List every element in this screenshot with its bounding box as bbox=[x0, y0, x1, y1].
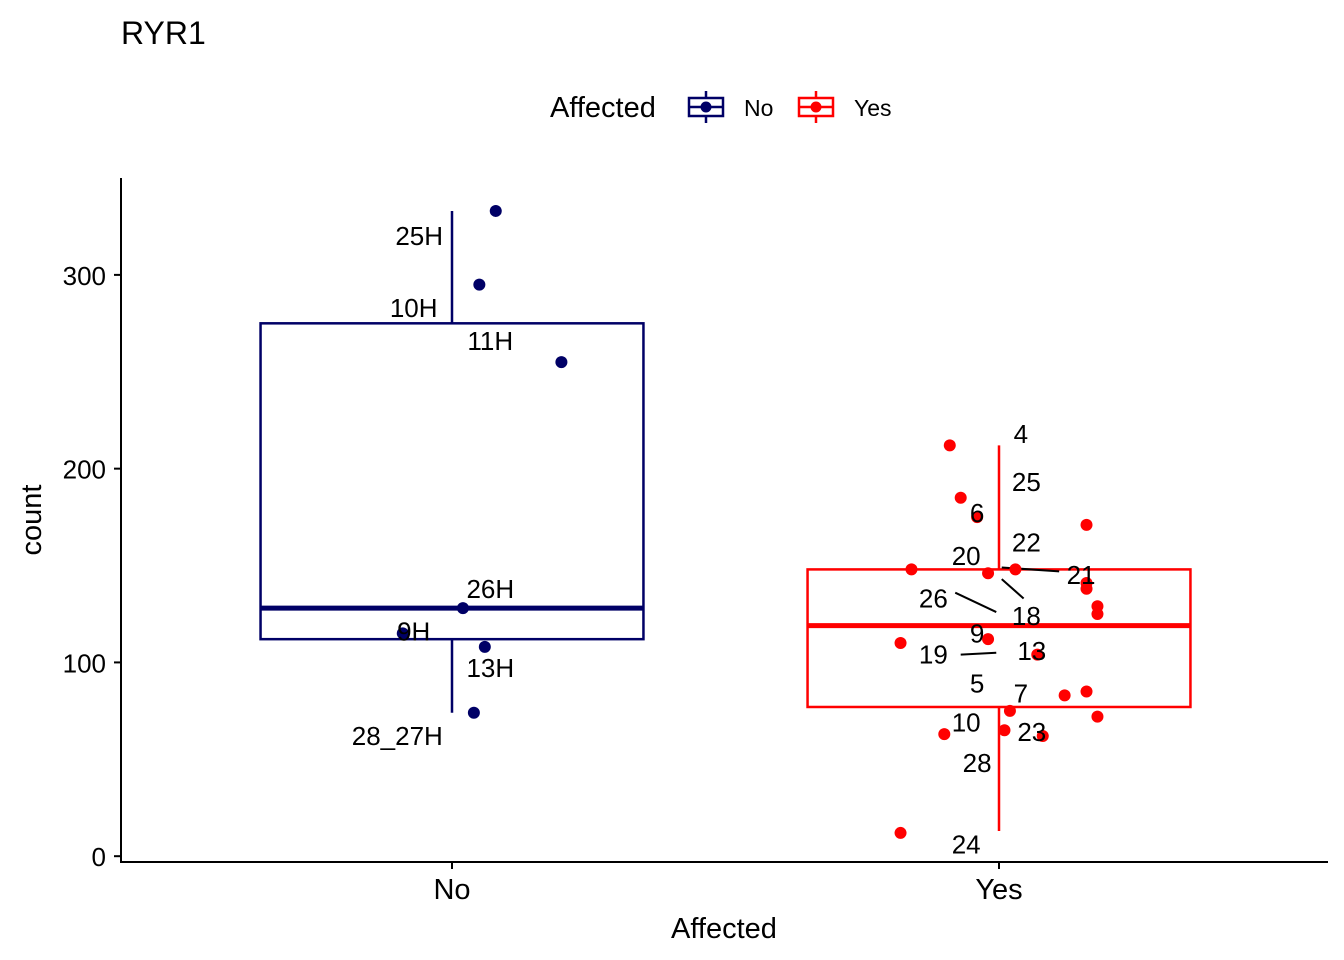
point-label: 24 bbox=[952, 830, 981, 860]
y-axis-ticks: 0 100 200 300 bbox=[63, 261, 121, 872]
point-label: 10H bbox=[390, 293, 438, 323]
x-axis-ticks: No Yes bbox=[433, 862, 1023, 906]
point-label: 13 bbox=[1017, 636, 1046, 666]
label-connector bbox=[960, 651, 997, 656]
y-tick-label: 100 bbox=[63, 648, 106, 678]
data-point bbox=[1080, 685, 1093, 698]
point-label: 9 bbox=[970, 618, 984, 648]
data-point bbox=[894, 826, 907, 839]
data-point bbox=[1036, 730, 1049, 743]
box-group-yes: 4 25 6 22 20 21 26 18 9 19 13 5 7 10 23 28 24 bbox=[806, 419, 1192, 860]
x-axis-title: Affected bbox=[671, 913, 777, 945]
point-label: 10 bbox=[952, 707, 981, 737]
data-point bbox=[396, 627, 409, 640]
data-point bbox=[982, 567, 995, 580]
point-label: 28 bbox=[963, 748, 992, 778]
point-label: 23 bbox=[1017, 717, 1046, 747]
data-point bbox=[1003, 704, 1016, 717]
legend-label-yes: Yes bbox=[854, 95, 892, 121]
data-point bbox=[1031, 648, 1044, 661]
point-label: 4 bbox=[1014, 419, 1028, 449]
data-point bbox=[1091, 710, 1104, 723]
iqr-box bbox=[259, 322, 645, 641]
x-tick-label: Yes bbox=[975, 874, 1022, 906]
data-point bbox=[456, 602, 469, 615]
point-label: 26 bbox=[919, 583, 948, 613]
data-point bbox=[1080, 582, 1093, 595]
label-connector bbox=[954, 591, 997, 613]
legend-key-yes bbox=[797, 91, 835, 123]
point-label: 21 bbox=[1067, 560, 1096, 590]
legend-key-yes-point bbox=[810, 101, 822, 113]
legend: Affected No Yes bbox=[550, 91, 892, 124]
legend-label-no: No bbox=[744, 95, 773, 121]
data-point bbox=[473, 278, 486, 291]
point-label: 11H bbox=[467, 326, 513, 356]
y-tick-label: 300 bbox=[63, 261, 106, 291]
plot-area: 25H 10H 11H 26H 9H 13H 28_27H 4 25 6 22 20 21 26 18 9 19… bbox=[259, 204, 1192, 860]
point-label: 6 bbox=[970, 498, 984, 528]
data-point bbox=[998, 724, 1011, 737]
x-tick-label: No bbox=[433, 874, 470, 906]
point-label: 18 bbox=[1012, 601, 1041, 631]
legend-key-no-point bbox=[700, 101, 712, 113]
data-point bbox=[555, 356, 568, 369]
point-label: 28_27H bbox=[352, 721, 443, 751]
data-point bbox=[894, 637, 907, 650]
point-label: 20 bbox=[952, 541, 981, 571]
data-point bbox=[1080, 518, 1093, 531]
chart-title: RYR1 bbox=[121, 15, 206, 51]
point-label: 7 bbox=[1014, 678, 1028, 708]
data-point bbox=[489, 204, 502, 217]
label-connector bbox=[1001, 578, 1025, 600]
point-label: 19 bbox=[919, 640, 948, 670]
data-point bbox=[1091, 607, 1104, 620]
y-tick-label: 200 bbox=[63, 455, 106, 485]
y-tick-label: 0 bbox=[92, 842, 106, 872]
data-point bbox=[467, 706, 480, 719]
y-axis-title: count bbox=[16, 485, 48, 556]
legend-title: Affected bbox=[550, 92, 656, 124]
point-label: 5 bbox=[970, 669, 984, 699]
data-point bbox=[954, 491, 967, 504]
point-label: 9H bbox=[397, 616, 430, 646]
data-point bbox=[1058, 689, 1071, 702]
point-label: 25 bbox=[1012, 467, 1041, 497]
data-point bbox=[905, 563, 918, 576]
data-point bbox=[982, 633, 995, 646]
legend-key-no bbox=[687, 91, 725, 123]
data-point bbox=[971, 511, 984, 524]
point-label: 22 bbox=[1012, 527, 1041, 557]
point-label: 26H bbox=[466, 574, 514, 604]
point-label: 13H bbox=[466, 653, 514, 683]
data-point bbox=[943, 439, 956, 452]
box-group-no: 25H 10H 11H 26H 9H 13H 28_27H bbox=[259, 204, 645, 751]
data-point bbox=[1009, 563, 1022, 576]
data-point bbox=[938, 728, 951, 741]
point-label: 25H bbox=[395, 221, 443, 251]
data-point bbox=[478, 640, 491, 653]
iqr-box bbox=[806, 568, 1192, 709]
